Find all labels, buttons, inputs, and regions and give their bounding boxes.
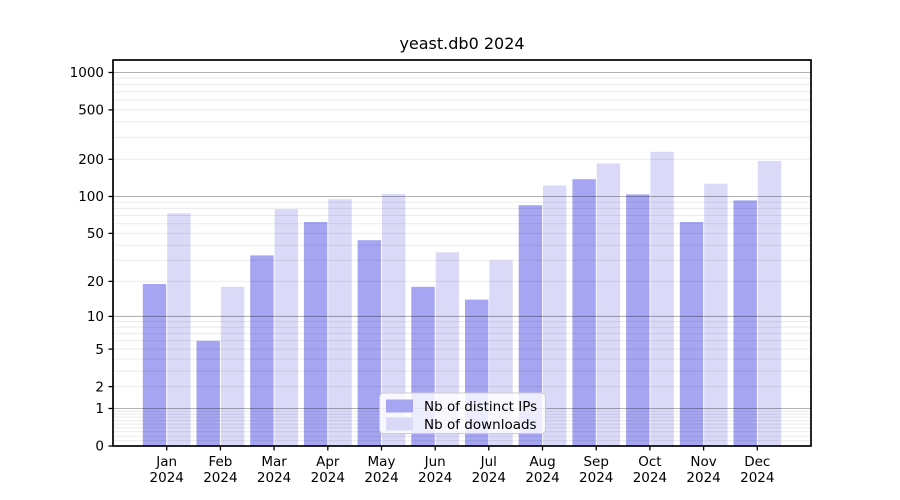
x-tick-label-month: Mar	[261, 454, 287, 470]
x-tick-label-month: Aug	[529, 454, 555, 470]
x-tick-label-month: Apr	[316, 454, 340, 470]
bar-downloads-apr	[328, 199, 352, 446]
x-tick-label-month: Oct	[638, 454, 661, 470]
bar-ips-aug	[518, 205, 543, 446]
chart-title: yeast.db0 2024	[399, 34, 525, 53]
x-tick-label-year: 2024	[257, 470, 291, 486]
axes-frame	[112, 59, 812, 447]
x-tick-label-year: 2024	[525, 470, 559, 486]
bar-ips-apr	[303, 222, 328, 446]
x-tick-label-year: 2024	[203, 470, 237, 486]
y-tick-label: 10	[87, 309, 104, 325]
x-tick-label-year: 2024	[472, 470, 506, 486]
y-tick-label: 5	[95, 342, 104, 358]
bar-ips-mar	[250, 255, 274, 446]
x-tick-label-month: Dec	[744, 454, 770, 470]
legend-swatch-ips	[386, 399, 413, 413]
legend-swatch-downloads	[386, 417, 413, 431]
bar-downloads-jan	[167, 213, 191, 446]
bar-ips-sep	[572, 179, 596, 446]
x-tick-label-year: 2024	[686, 470, 720, 486]
x-tick-label-year: 2024	[579, 470, 613, 486]
x-tick-label-month: Jun	[424, 454, 446, 470]
x-tick-label-month: Feb	[208, 454, 232, 470]
x-tick-label-month: Nov	[690, 454, 716, 470]
y-tick-label: 100	[78, 189, 104, 205]
y-tick-label: 200	[78, 152, 104, 168]
bar-downloads-aug	[543, 185, 567, 446]
x-tick-label-year: 2024	[150, 470, 184, 486]
x-tick-label-year: 2024	[418, 470, 452, 486]
x-tick-label-month: Jul	[480, 454, 497, 470]
legend-box	[379, 392, 546, 434]
bar-ips-feb	[196, 340, 220, 446]
bar-downloads-may	[382, 193, 406, 446]
legend-label-downloads: Nb of downloads	[424, 417, 537, 433]
bar-downloads-oct	[650, 151, 674, 447]
bar-downloads-dec	[757, 160, 782, 446]
y-tick-label: 2	[95, 379, 104, 395]
y-tick-label: 500	[78, 103, 104, 119]
legend-label-ips: Nb of distinct IPs	[424, 399, 537, 415]
y-tick-label: 50	[87, 226, 104, 242]
y-tick-label: 0	[95, 439, 104, 455]
x-tick-label-year: 2024	[633, 470, 667, 486]
bar-ips-jan	[142, 284, 167, 446]
y-tick-label: 1000	[70, 65, 104, 81]
bar-downloads-sep	[596, 163, 621, 446]
y-tick-label: 20	[87, 274, 104, 290]
x-tick-label-year: 2024	[311, 470, 345, 486]
x-tick-label-month: May	[368, 454, 396, 470]
bar-ips-may	[357, 240, 381, 446]
x-tick-label-month: Jan	[155, 454, 177, 470]
bar-downloads-nov	[704, 183, 728, 446]
bar-ips-oct	[626, 194, 650, 446]
x-tick-label-year: 2024	[740, 470, 774, 486]
bar-downloads-feb	[220, 286, 245, 446]
bar-downloads-mar	[274, 209, 298, 446]
x-tick-label-year: 2024	[364, 470, 398, 486]
bar-ips-nov	[679, 222, 704, 446]
y-tick-label: 1	[95, 401, 104, 417]
x-tick-label-month: Sep	[583, 454, 608, 470]
bar-ips-dec	[733, 200, 757, 446]
